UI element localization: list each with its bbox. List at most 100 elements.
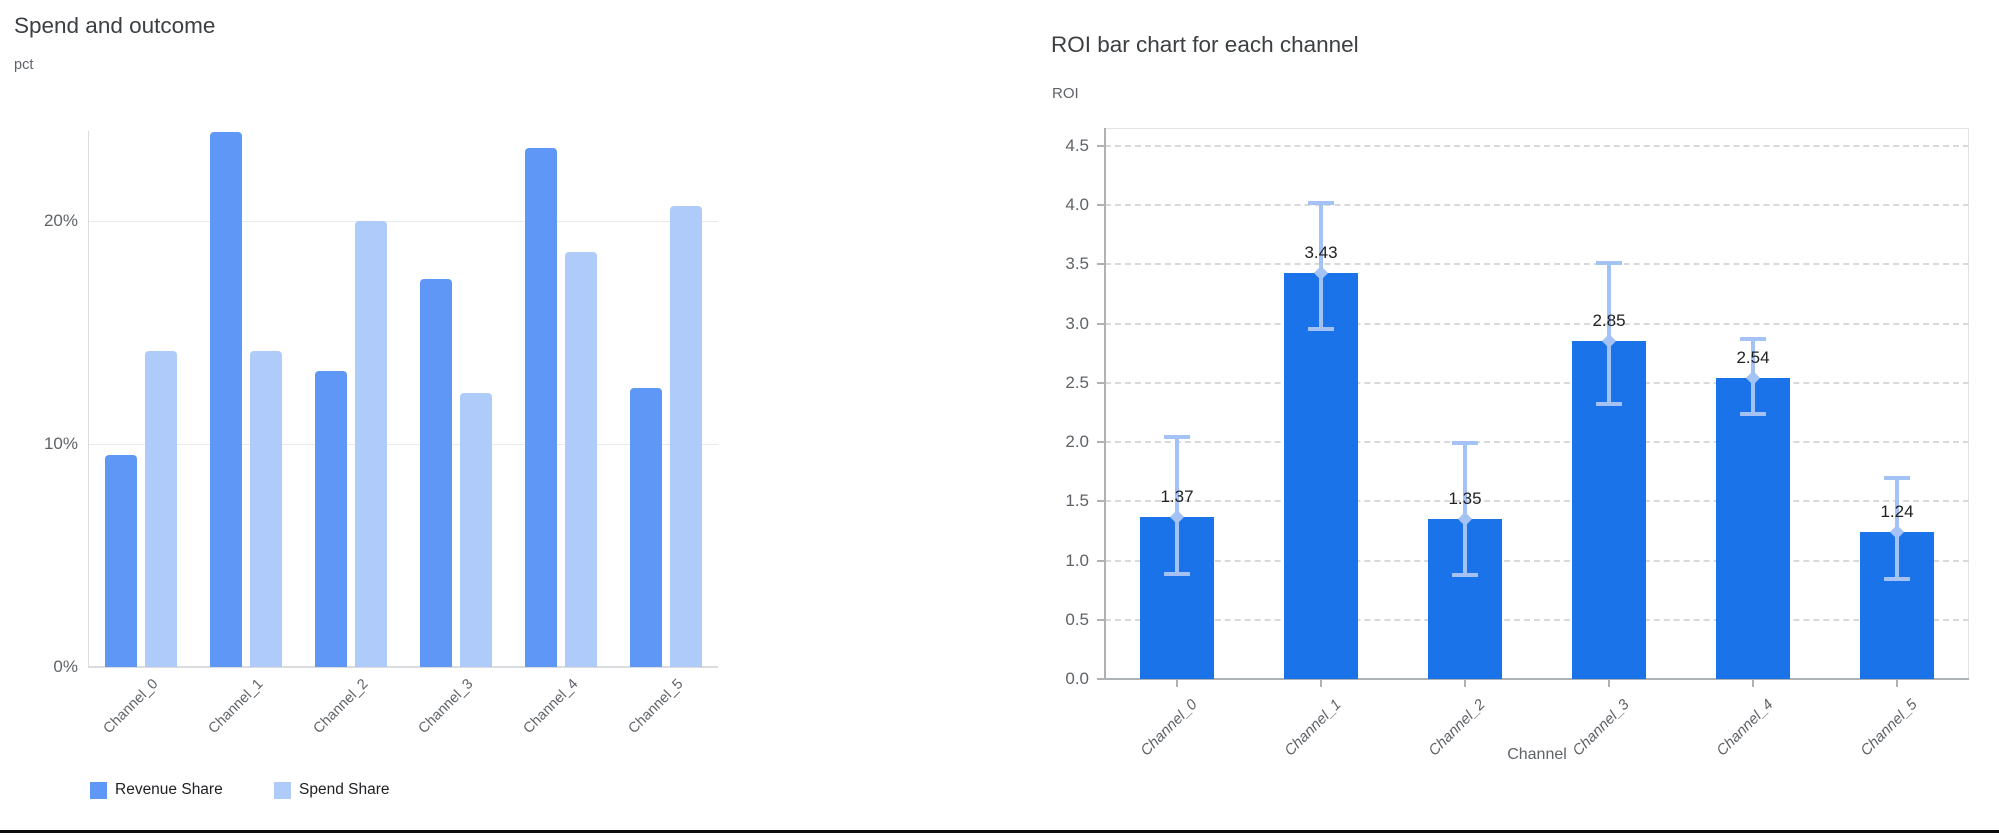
error-bar-cap-top-channel_3: [1596, 261, 1622, 266]
bar-roi-channel_1[interactable]: [1284, 272, 1358, 679]
roi-x-tick-channel_1: Channel_1: [1281, 696, 1346, 760]
left-y-axis-line: [88, 131, 89, 667]
bar-roi-channel_4[interactable]: [1716, 378, 1790, 679]
left-gridline-10%: [88, 443, 718, 445]
error-bar-cap-bottom-channel_2: [1452, 572, 1478, 577]
roi-y-tick-mark-4.0: [1097, 204, 1105, 207]
bar-revenue-channel_2[interactable]: [314, 370, 347, 667]
bar-spend-channel_4[interactable]: [564, 252, 597, 667]
bar-spend-channel_1[interactable]: [249, 350, 282, 667]
roi-gridline-2.0: [1105, 441, 1969, 443]
roi-x-tick-mark-channel_4: [1752, 679, 1754, 687]
roi-gridline-4.5: [1105, 144, 1969, 147]
bar-revenue-channel_0[interactable]: [104, 455, 137, 667]
error-bar-cap-bottom-channel_4: [1740, 411, 1766, 416]
roi-gridline-3.5: [1105, 263, 1969, 266]
roi-y-tick-2.0: 2.0: [1065, 432, 1089, 451]
roi-gridline-1.5: [1105, 500, 1969, 503]
error-bar-cap-top-channel_2: [1452, 441, 1478, 446]
left-y-tick-10%: 10%: [43, 434, 78, 454]
roi-gridline-0.5: [1105, 618, 1969, 621]
roi-y-tick-3.5: 3.5: [1065, 254, 1089, 274]
roi-y-tick-0.0: 0.0: [1065, 669, 1089, 688]
roi-gridline-2.5: [1105, 381, 1969, 384]
roi-x-tick-mark-channel_3: [1608, 679, 1610, 687]
roi-x-tick-channel_0: Channel_0: [1137, 696, 1202, 760]
roi-plot-top-border: [1105, 128, 1969, 129]
roi-y-tick-4.0: 4.0: [1065, 195, 1089, 215]
error-bar-line-channel_2: [1463, 443, 1467, 575]
revenue-share-label: Revenue Share: [115, 781, 223, 798]
bar-revenue-channel_5[interactable]: [629, 388, 662, 667]
error-bar-cap-bottom-channel_1: [1308, 327, 1334, 332]
roi-gridline-1.0: [1105, 559, 1969, 562]
roi-x-axis-title: Channel: [1507, 746, 1567, 763]
error-bar-cap-bottom-channel_3: [1596, 402, 1622, 407]
error-bar-cap-bottom-channel_5: [1884, 577, 1910, 582]
roi-y-tick-2.5: 2.5: [1065, 372, 1089, 392]
bar-spend-channel_2[interactable]: [354, 221, 387, 667]
spend-outcome-title: Spend and outcome: [14, 13, 216, 38]
value-label-channel_4: 2.54: [1736, 348, 1770, 368]
left-x-tick-channel_2: Channel_2: [310, 676, 372, 737]
roi-y-tick-1.0: 1.0: [1065, 550, 1089, 570]
roi-x-tick-channel_4: Channel_4: [1713, 696, 1778, 760]
error-bar-cap-bottom-channel_0: [1164, 571, 1190, 576]
bar-spend-channel_5[interactable]: [669, 205, 702, 667]
bar-revenue-channel_1[interactable]: [209, 132, 242, 667]
error-bar-line-channel_3: [1607, 263, 1611, 405]
legend-item-spend-share[interactable]: Spend Share: [274, 781, 390, 799]
roi-y-tick-mark-1.5: [1097, 500, 1105, 503]
value-label-channel_0: 1.37: [1160, 486, 1194, 506]
value-label-channel_3: 2.85: [1592, 311, 1626, 331]
bar-spend-channel_0[interactable]: [144, 350, 177, 667]
bar-spend-channel_3[interactable]: [459, 392, 492, 667]
roi-y-tick-mark-3.0: [1097, 322, 1105, 325]
roi-y-tick-mark-1.0: [1097, 559, 1105, 562]
bar-revenue-channel_4[interactable]: [524, 147, 557, 667]
roi-y-tick-mark-2.5: [1097, 381, 1105, 384]
roi-y-axis-line: [1104, 128, 1106, 679]
roi-y-tick-mark-0.5: [1097, 618, 1105, 621]
bar-revenue-channel_3[interactable]: [419, 279, 452, 667]
roi-x-tick-mark-channel_1: [1320, 679, 1322, 687]
roi-x-tick-channel_5: Channel_5: [1857, 696, 1922, 760]
roi-x-tick-mark-channel_2: [1464, 679, 1466, 687]
roi-y-axis-label: ROI: [1052, 85, 1079, 102]
roi-y-tick-mark-4.5: [1097, 144, 1105, 147]
roi-gridline-3.0: [1105, 322, 1969, 325]
roi-plot-right-border: [1968, 128, 1969, 679]
error-bar-cap-top-channel_0: [1164, 435, 1190, 440]
spend-outcome-y-unit: pct: [14, 57, 34, 73]
left-x-tick-channel_0: Channel_0: [100, 676, 162, 737]
roi-chart-title: ROI bar chart for each channel: [1051, 32, 1359, 57]
roi-y-tick-0.5: 0.5: [1065, 609, 1089, 629]
roi-y-tick-mark-2.0: [1097, 441, 1105, 443]
bottom-rule: [0, 830, 1999, 833]
roi-y-tick-mark-3.5: [1097, 263, 1105, 266]
value-label-channel_1: 3.43: [1304, 242, 1338, 262]
roi-y-tick-mark-0.0: [1097, 678, 1105, 680]
error-bar-cap-top-channel_5: [1884, 475, 1910, 480]
roi-y-tick-4.5: 4.5: [1065, 135, 1089, 155]
legend-item-revenue-share[interactable]: Revenue Share: [90, 781, 223, 799]
roi-x-tick-mark-channel_5: [1896, 679, 1898, 687]
roi-y-tick-3.0: 3.0: [1065, 313, 1089, 333]
left-x-axis-line: [88, 666, 718, 668]
roi-x-axis-line: [1104, 678, 1969, 680]
error-bar-line-channel_0: [1175, 437, 1179, 574]
error-bar-cap-top-channel_1: [1308, 200, 1334, 205]
left-x-tick-channel_4: Channel_4: [520, 676, 582, 737]
spend-share-swatch: [274, 781, 291, 799]
left-y-tick-0%: 0%: [53, 657, 78, 676]
left-x-tick-channel_3: Channel_3: [415, 676, 477, 737]
left-x-tick-channel_1: Channel_1: [205, 676, 267, 737]
left-x-tick-channel_5: Channel_5: [625, 676, 687, 737]
revenue-share-swatch: [90, 781, 107, 799]
spend-share-label: Spend Share: [299, 781, 390, 798]
value-label-channel_5: 1.24: [1880, 502, 1914, 522]
left-gridline-20%: [88, 220, 718, 222]
value-label-channel_2: 1.35: [1448, 489, 1482, 509]
roi-x-tick-mark-channel_0: [1176, 679, 1178, 687]
